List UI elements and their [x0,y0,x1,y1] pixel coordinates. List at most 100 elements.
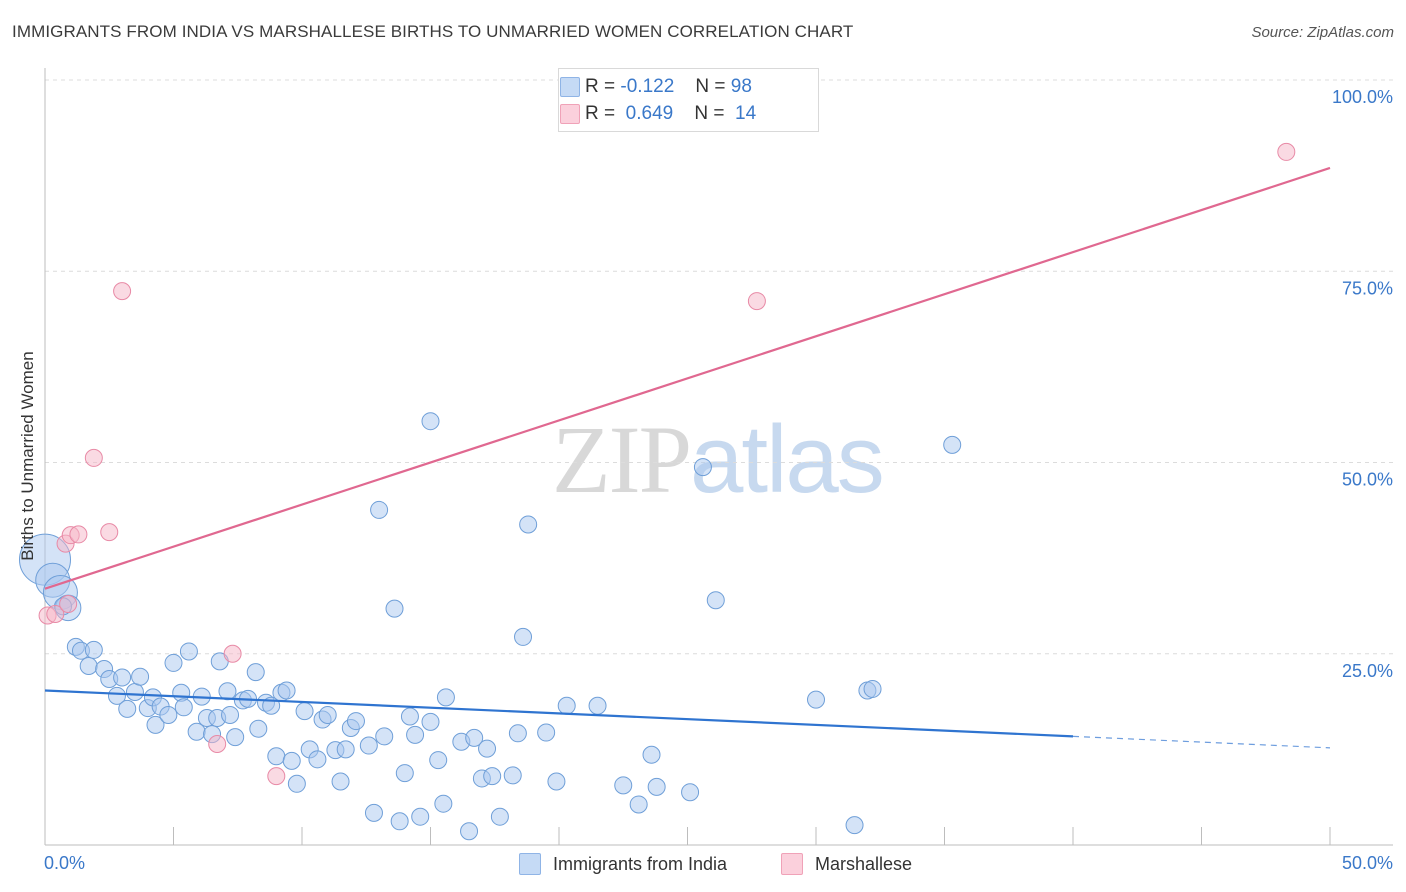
india-point [478,739,497,758]
india-point [159,705,178,724]
legend-india-label: Immigrants from India [553,853,728,874]
india-point [642,745,661,764]
india-point [249,719,268,738]
india-point [282,751,301,770]
india-point [943,435,962,454]
india-point [395,764,414,783]
marshallese-n-value: 14 [735,103,757,124]
india-point [406,725,425,744]
watermark: ZIPatlas [552,404,885,515]
marshallese-point [84,448,103,467]
stats-legend: R = -0.122 N = 98 R = 0.649 N = 14 [558,68,819,132]
marshallese-point [208,735,227,754]
y-tick-label: 25.0% [1342,661,1393,681]
india-point [421,712,440,731]
india-point [246,663,265,682]
watermark-atlas: atlas [690,406,885,513]
india-point [503,766,522,785]
marshallese-r-label: R = [585,103,616,124]
india-point [421,412,440,431]
india-point [267,747,286,766]
india-trend-extension [1072,735,1331,749]
india-point [221,705,240,724]
india-point [629,795,648,814]
india-point [375,727,394,746]
india-point [807,690,825,709]
india-r-label: R = [585,76,616,97]
india-point [436,688,455,707]
india-point [146,715,165,734]
india-point [508,724,527,743]
india-point [179,642,198,661]
india-r-value: -0.122 [620,76,675,97]
india-point [434,794,453,813]
x-tick-label: 0.0% [44,853,85,873]
india-point [557,696,576,715]
india-point [277,681,296,700]
india-point [483,767,502,786]
legend-item-india: Immigrants from India [519,852,727,876]
india-point [519,515,538,534]
india-point [845,816,864,835]
stats-legend-row-marshallese: R = 0.649 N = 14 [560,101,757,127]
india-point [226,728,245,747]
india-trend-line [44,689,1074,738]
india-point [490,807,509,826]
india-point [346,712,365,731]
marshallese-point [113,282,132,301]
marshallese-point [223,644,242,663]
marshallese-point [747,292,766,311]
legend-india-swatch [519,853,541,875]
marshallese-point [1277,142,1296,161]
india-point [125,683,144,701]
marshallese-trend-line [44,166,1331,590]
legend-marshallese-swatch [781,853,803,875]
india-point [693,458,712,477]
y-axis-label: Births to Unmarried Women [18,351,37,561]
india-point [385,599,404,618]
india-point [336,740,355,759]
india-point [411,807,430,826]
india-point [647,777,666,796]
india-n-label: N = [695,76,726,97]
india-point [84,640,103,659]
stats-legend-row-india: R = -0.122 N = 98 [560,74,752,100]
india-point [118,699,137,718]
india-point [359,736,378,755]
marshallese-point [46,604,65,623]
x-tick-label: 50.0% [1342,853,1393,873]
india-point [460,822,479,841]
india-point [318,705,337,724]
y-tick-label: 100.0% [1332,87,1393,107]
india-point [164,653,183,672]
india-point [706,591,725,610]
chart-source: Source: ZipAtlas.com [1251,24,1394,41]
india-point [400,707,419,726]
marshallese-point [267,767,286,786]
india-point [537,723,556,742]
india-point [370,500,389,519]
chart-title: IMMIGRANTS FROM INDIA VS MARSHALLESE BIR… [12,22,854,41]
india-point [614,776,633,795]
india-point [390,812,409,831]
india-swatch [560,77,580,97]
marshallese-r-value: 0.649 [625,103,674,124]
india-point [429,751,448,770]
india-point [308,750,327,769]
india-point [863,679,882,698]
india-point [79,656,98,675]
india-point [218,682,237,701]
india-point [547,772,566,791]
india-point [131,667,150,686]
india-point [465,728,484,747]
legend-item-marshallese: Marshallese [781,852,912,876]
india-n-value: 98 [730,76,752,97]
y-tick-label: 75.0% [1342,278,1393,298]
india-point [331,772,350,791]
marshallese-point [100,523,119,542]
y-tick-label: 50.0% [1342,470,1393,490]
india-point [588,696,607,715]
marshallese-point [69,525,88,544]
india-point [287,774,306,793]
